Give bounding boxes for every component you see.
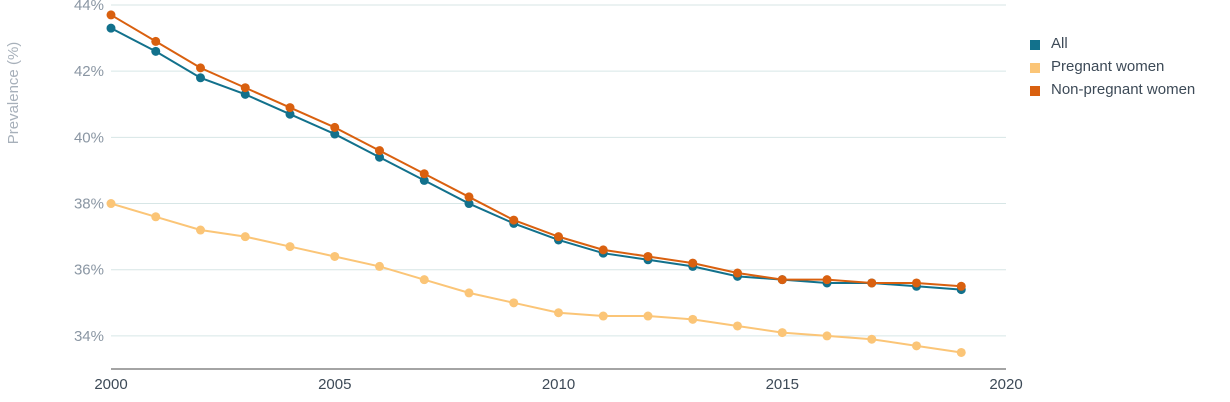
y-tick-label: 38% bbox=[74, 196, 104, 213]
data-point-all[interactable] bbox=[330, 129, 340, 139]
data-point-pregnant-women[interactable] bbox=[554, 308, 563, 318]
x-tick-labels: 2000 2005 2010 2015 2020 bbox=[94, 376, 1022, 393]
legend-swatch-non-pregnant-women bbox=[1030, 86, 1040, 96]
data-point-pregnant-women[interactable] bbox=[106, 199, 116, 209]
data-point-pregnant-women[interactable] bbox=[375, 261, 384, 271]
y-tick-labels: 34% 36% 38% 40% 42% 44% bbox=[74, 0, 104, 345]
data-point-non-pregnant-women[interactable] bbox=[375, 146, 384, 156]
data-point-all[interactable] bbox=[285, 109, 295, 119]
data-point-non-pregnant-women[interactable] bbox=[688, 258, 698, 268]
data-point-pregnant-women[interactable] bbox=[330, 251, 340, 261]
legend-label-pregnant-women: Pregnant women bbox=[1051, 58, 1165, 75]
data-point-non-pregnant-women[interactable] bbox=[912, 278, 921, 288]
series-all bbox=[106, 23, 966, 295]
legend-label-non-pregnant-women: Non-pregnant women bbox=[1051, 81, 1196, 98]
legend: All Pregnant women Non-pregnant women bbox=[1030, 32, 1195, 101]
legend-item-pregnant-women[interactable]: Pregnant women bbox=[1030, 55, 1195, 78]
data-point-pregnant-women[interactable] bbox=[688, 314, 698, 324]
data-point-all[interactable] bbox=[196, 73, 205, 83]
data-point-all[interactable] bbox=[106, 23, 116, 33]
data-point-pregnant-women[interactable] bbox=[598, 311, 608, 321]
data-point-pregnant-women[interactable] bbox=[867, 334, 877, 344]
legend-label-all: All bbox=[1051, 35, 1068, 52]
data-point-non-pregnant-women[interactable] bbox=[464, 192, 474, 202]
data-point-pregnant-women[interactable] bbox=[822, 331, 832, 341]
data-point-non-pregnant-women[interactable] bbox=[106, 10, 116, 20]
x-tick-label: 2000 bbox=[94, 376, 127, 393]
legend-swatch-pregnant-women bbox=[1030, 63, 1040, 73]
data-point-non-pregnant-women[interactable] bbox=[554, 232, 563, 242]
y-tick-label: 34% bbox=[74, 328, 104, 345]
data-point-non-pregnant-women[interactable] bbox=[777, 275, 787, 285]
data-point-non-pregnant-women[interactable] bbox=[956, 281, 966, 291]
data-point-pregnant-women[interactable] bbox=[777, 328, 787, 338]
series-line-all bbox=[110, 27, 962, 291]
data-point-pregnant-women[interactable] bbox=[419, 275, 429, 285]
legend-swatch-all bbox=[1030, 40, 1040, 50]
data-point-all[interactable] bbox=[464, 199, 474, 209]
data-point-pregnant-women[interactable] bbox=[196, 225, 205, 235]
y-tick-label: 36% bbox=[74, 262, 104, 279]
data-point-pregnant-women[interactable] bbox=[285, 242, 295, 252]
data-point-non-pregnant-women[interactable] bbox=[151, 36, 161, 46]
data-point-pregnant-women[interactable] bbox=[509, 298, 519, 308]
legend-item-all[interactable]: All bbox=[1030, 32, 1195, 55]
x-tick-label: 2015 bbox=[766, 376, 799, 393]
data-point-non-pregnant-women[interactable] bbox=[867, 278, 877, 288]
series-line-pregnant-women bbox=[110, 202, 962, 354]
data-point-pregnant-women[interactable] bbox=[240, 232, 250, 242]
x-tick-label: 2010 bbox=[542, 376, 575, 393]
y-axis-label: Prevalence (%) bbox=[5, 42, 22, 145]
data-point-all[interactable] bbox=[151, 46, 161, 56]
data-point-pregnant-women[interactable] bbox=[912, 341, 921, 351]
data-point-pregnant-women[interactable] bbox=[733, 321, 742, 331]
legend-item-non-pregnant-women[interactable]: Non-pregnant women bbox=[1030, 78, 1195, 101]
data-point-non-pregnant-women[interactable] bbox=[330, 122, 340, 132]
y-tick-label: 44% bbox=[74, 0, 104, 14]
data-point-non-pregnant-women[interactable] bbox=[285, 103, 295, 113]
x-tick-label: 2005 bbox=[318, 376, 351, 393]
data-point-all[interactable] bbox=[419, 175, 429, 185]
y-tick-label: 40% bbox=[74, 129, 104, 146]
data-point-pregnant-women[interactable] bbox=[956, 347, 966, 357]
x-tick-label: 2020 bbox=[989, 376, 1022, 393]
y-tick-label: 42% bbox=[74, 63, 104, 80]
data-point-non-pregnant-women[interactable] bbox=[509, 215, 519, 225]
data-point-non-pregnant-women[interactable] bbox=[240, 83, 250, 93]
series-lines bbox=[106, 10, 966, 357]
data-point-non-pregnant-women[interactable] bbox=[598, 245, 608, 255]
series-line-non-pregnant-women bbox=[110, 14, 962, 288]
data-point-all[interactable] bbox=[375, 152, 384, 162]
data-point-non-pregnant-women[interactable] bbox=[822, 275, 832, 285]
data-point-non-pregnant-women[interactable] bbox=[196, 63, 205, 73]
gridlines bbox=[111, 4, 1006, 337]
data-point-non-pregnant-women[interactable] bbox=[419, 169, 429, 179]
data-point-pregnant-women[interactable] bbox=[151, 212, 161, 222]
data-point-pregnant-women[interactable] bbox=[464, 288, 474, 298]
series-pregnant-women bbox=[106, 199, 966, 357]
data-point-non-pregnant-women[interactable] bbox=[733, 268, 742, 278]
data-point-pregnant-women[interactable] bbox=[643, 311, 653, 321]
data-point-non-pregnant-women[interactable] bbox=[643, 251, 653, 261]
series-non-pregnant-women bbox=[106, 10, 966, 291]
data-point-all[interactable] bbox=[240, 89, 250, 99]
